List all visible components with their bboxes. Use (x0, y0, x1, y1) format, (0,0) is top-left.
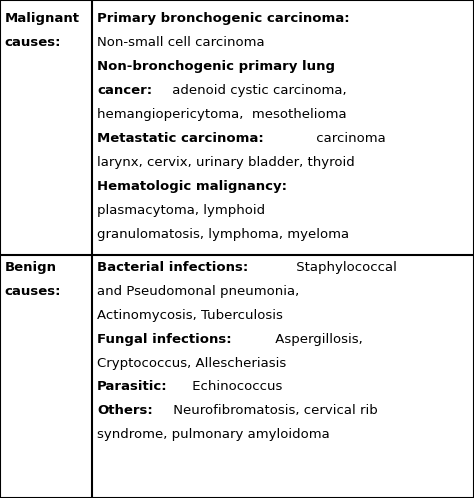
Text: carcinoma: carcinoma (312, 132, 386, 145)
Text: Echinococcus: Echinococcus (188, 380, 283, 393)
Text: and Pseudomonal pneumonia,: and Pseudomonal pneumonia, (97, 285, 300, 298)
Text: Malignant: Malignant (5, 12, 80, 25)
Text: larynx, cervix, urinary bladder, thyroid: larynx, cervix, urinary bladder, thyroid (97, 156, 355, 169)
Text: Others:: Others: (97, 404, 153, 417)
Text: hemangiopericytoma,  mesothelioma: hemangiopericytoma, mesothelioma (97, 108, 347, 121)
Text: Primary bronchogenic carcinoma:: Primary bronchogenic carcinoma: (97, 12, 350, 25)
Text: cancer:: cancer: (97, 84, 152, 97)
Text: Bacterial infections:: Bacterial infections: (97, 261, 248, 274)
Text: granulomatosis, lymphoma, myeloma: granulomatosis, lymphoma, myeloma (97, 228, 349, 241)
Text: Cryptococcus, Allescheriasis: Cryptococcus, Allescheriasis (97, 357, 286, 370)
Text: Hematologic malignancy:: Hematologic malignancy: (97, 180, 287, 193)
Text: Benign: Benign (5, 261, 57, 274)
Text: causes:: causes: (5, 36, 61, 49)
Text: Non-small cell carcinoma: Non-small cell carcinoma (97, 36, 265, 49)
Text: Metastatic carcinoma:: Metastatic carcinoma: (97, 132, 264, 145)
Text: Neurofibromatosis, cervical rib: Neurofibromatosis, cervical rib (169, 404, 378, 417)
Text: Aspergillosis,: Aspergillosis, (271, 333, 363, 346)
Text: Parasitic:: Parasitic: (97, 380, 168, 393)
Text: syndrome, pulmonary amyloidoma: syndrome, pulmonary amyloidoma (97, 428, 330, 441)
Text: adenoid cystic carcinoma,: adenoid cystic carcinoma, (168, 84, 347, 97)
Text: Fungal infections:: Fungal infections: (97, 333, 232, 346)
Text: Actinomycosis, Tuberculosis: Actinomycosis, Tuberculosis (97, 309, 283, 322)
Text: Staphylococcal: Staphylococcal (292, 261, 397, 274)
Text: Non-bronchogenic primary lung: Non-bronchogenic primary lung (97, 60, 335, 73)
Text: plasmacytoma, lymphoid: plasmacytoma, lymphoid (97, 204, 265, 217)
Text: causes:: causes: (5, 285, 61, 298)
